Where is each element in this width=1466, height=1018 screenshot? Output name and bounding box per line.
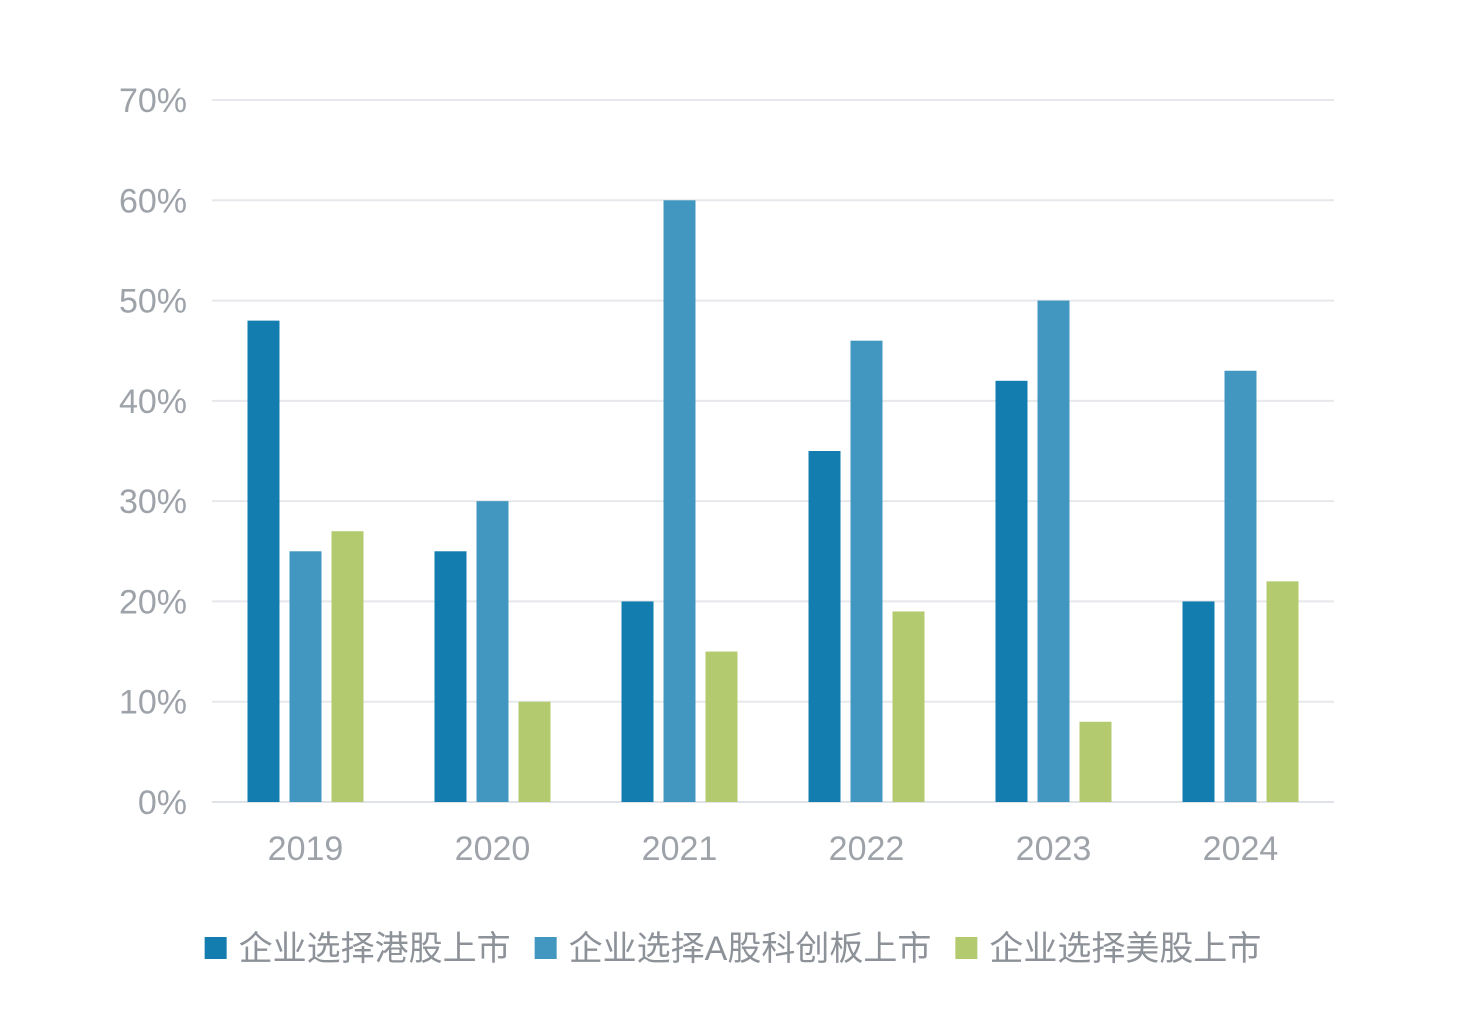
bar-2024-series-2 [1266,581,1299,802]
legend-label: 企业选择港股上市 [239,930,511,968]
bar-2019-series-2 [331,531,364,802]
bar-2021-series-0 [621,601,654,802]
legend-label: 企业选择A股科创板上市 [569,930,932,968]
gridlines [212,99,1334,803]
legend-label: 企业选择美股上市 [989,930,1261,968]
legend-swatch [955,937,978,959]
bar-2019-series-0 [247,320,280,802]
bar-2022-series-0 [808,451,841,802]
bar-2022-series-1 [850,340,883,802]
x-tick-label: 2023 [1016,830,1092,868]
bars [247,200,1299,803]
bar-2021-series-2 [705,651,738,802]
legend-item: 企业选择A股科创板上市 [534,930,932,968]
y-tick-label: 70% [119,82,187,120]
y-tick-label: 30% [119,483,187,521]
bar-2024-series-0 [1182,601,1215,802]
bar-2021-series-1 [663,200,696,803]
legend-swatch [204,937,227,959]
x-tick-label: 2020 [455,830,531,868]
y-tick-label: 10% [119,684,187,722]
y-axis-ticks: 0% 10% 20% 30% 40% 50% 60% 70% [119,82,187,822]
x-tick-label: 2019 [268,830,344,868]
legend-item: 企业选择美股上市 [955,930,1261,968]
bar-2024-series-1 [1224,370,1257,802]
x-tick-label: 2024 [1203,830,1279,868]
bar-2023-series-1 [1037,300,1070,802]
bar-2023-series-0 [995,380,1028,802]
bar-2022-series-2 [892,611,925,802]
y-tick-label: 20% [119,583,187,621]
x-axis-ticks: 2019 2020 2021 2022 2023 2024 [268,830,1279,868]
x-tick-label: 2021 [642,830,718,868]
bar-2020-series-0 [434,551,467,802]
x-tick-label: 2022 [829,830,905,868]
bar-2020-series-2 [518,701,551,802]
y-tick-label: 50% [119,283,187,321]
bar-2019-series-1 [289,551,322,802]
legend-swatch [534,937,557,959]
legend: 企业选择港股上市 企业选择A股科创板上市 企业选择美股上市 [204,930,1261,968]
bar-2020-series-1 [476,501,509,802]
bar-2023-series-2 [1079,721,1112,802]
y-tick-label: 60% [119,182,187,220]
legend-item: 企业选择港股上市 [204,930,511,968]
y-tick-label: 0% [138,784,187,822]
y-tick-label: 40% [119,383,187,421]
